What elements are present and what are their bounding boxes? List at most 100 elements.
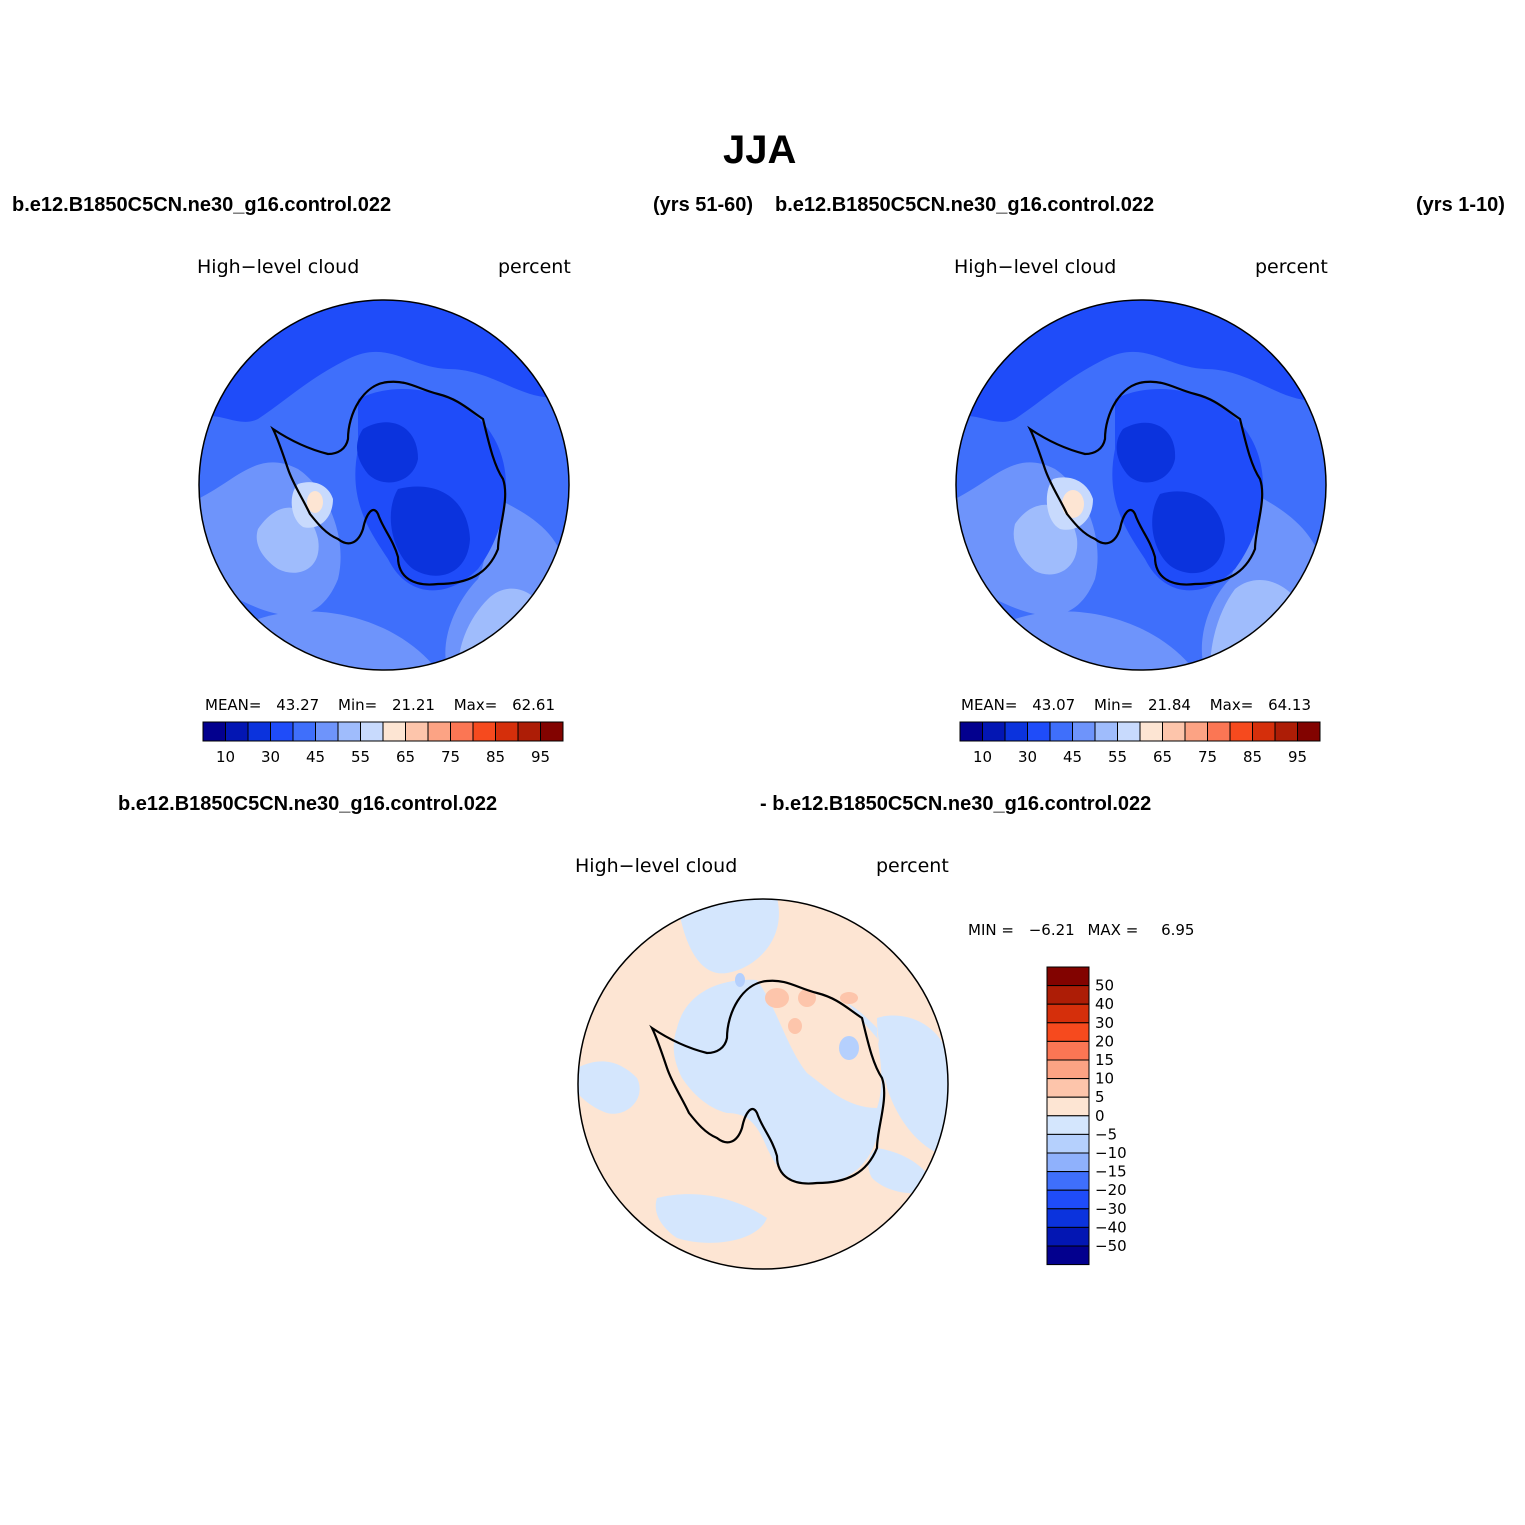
left-colorbar-tick-label: 75 (441, 748, 460, 766)
right-max-value: 64.13 (1268, 696, 1312, 714)
top-right-years: (yrs 1-10) (1416, 194, 1505, 216)
diff-colorbar-box (1046, 1003, 1090, 1024)
diff-colorbar-box (1046, 1152, 1090, 1173)
field-60-65-spot (1062, 490, 1084, 518)
right-colorbar-box (1162, 721, 1186, 742)
left-variable-label: High−level cloud (197, 256, 360, 278)
right-colorbar-box (1139, 721, 1163, 742)
field-neg10-neg5-spot-2 (735, 973, 745, 987)
right-colorbar-box (1072, 721, 1096, 742)
left-colorbar-tick-label: 85 (486, 748, 505, 766)
diff-colorbar-tick-label: 15 (1095, 1051, 1114, 1069)
right-mean-value: 43.07 (1032, 696, 1076, 714)
diff-colorbar-box (1046, 1226, 1090, 1247)
right-colorbar-box (1207, 721, 1231, 742)
left-colorbar-box (202, 721, 226, 742)
left-colorbar-box (360, 721, 384, 742)
right-colorbar-box (982, 721, 1006, 742)
left-colorbar-tick-label: 45 (306, 748, 325, 766)
left-colorbar-box (247, 721, 271, 742)
field-60-65-spot (307, 491, 323, 513)
left-colorbar-tick-label: 30 (261, 748, 280, 766)
field-20-30-north (356, 422, 418, 483)
left-max-label: Max= (453, 696, 498, 714)
right-colorbar-box (1184, 721, 1208, 742)
left-stats: MEAN= 43.27 Min= 21.21 Max= 62.61 (205, 696, 555, 714)
diff-max-value: 6.95 (1161, 921, 1195, 939)
diff-colorbar-tick-label: 10 (1095, 1070, 1114, 1088)
diff-colorbar-tick-label: −20 (1095, 1181, 1127, 1199)
right-colorbar-tick-label: 45 (1063, 748, 1082, 766)
right-colorbar-box (959, 721, 983, 742)
map-boundary (577, 898, 949, 1270)
left-colorbar-box (405, 721, 429, 742)
left-max-value: 62.61 (512, 696, 556, 714)
right-colorbar-tick-label: 65 (1153, 748, 1172, 766)
left-colorbar-box (382, 721, 406, 742)
left-colorbar-box (495, 721, 519, 742)
field-20-30-north (1116, 422, 1176, 483)
right-mean-label: MEAN= (961, 696, 1018, 714)
left-colorbar-box (292, 721, 316, 742)
right-min-label: Min= (1094, 696, 1134, 714)
diff-units-label: percent (876, 855, 949, 877)
diff-colorbar-box (1046, 1115, 1090, 1135)
right-colorbar-tick-label: 30 (1018, 748, 1037, 766)
diff-colorbar-box (1046, 966, 1090, 987)
field-35-40 (199, 300, 569, 422)
field-0-5-spot-4 (840, 992, 858, 1004)
bottom-case-a: b.e12.B1850C5CN.ne30_g16.control.022 (118, 793, 498, 815)
left-units-label: percent (498, 256, 571, 278)
right-stats: MEAN= 43.07 Min= 21.84 Max= 64.13 (961, 696, 1311, 714)
diff-colorbar-tick-label: −10 (1095, 1144, 1127, 1162)
diff-colorbar-box (1046, 1189, 1090, 1210)
left-colorbar-box (472, 721, 496, 742)
diff-min-value: −6.21 (1028, 921, 1075, 939)
diff-colorbar-tick-label: −50 (1095, 1237, 1127, 1255)
left-colorbar-tick-label: 55 (351, 748, 370, 766)
field-20-30-east (1152, 491, 1225, 574)
right-units-label: percent (1255, 256, 1328, 278)
left-colorbar-box (225, 721, 249, 742)
antarctica-coastline (1027, 380, 1264, 586)
left-colorbar-tick-label: 65 (396, 748, 415, 766)
left-colorbar: 10 30 45 55 65 75 85 95 (202, 721, 564, 766)
right-colorbar-box (1027, 721, 1051, 742)
diff-polar-map (577, 898, 949, 1270)
antarctica-coastline (649, 979, 886, 1185)
right-polar-map (955, 299, 1327, 671)
antarctica-coastline (270, 380, 507, 586)
diff-colorbar-box (1046, 1245, 1090, 1266)
top-left-case-name: b.e12.B1850C5CN.ne30_g16.control.022 (12, 194, 392, 216)
diff-colorbar-tick-label: 0 (1095, 1107, 1105, 1125)
left-min-label: Min= (338, 696, 378, 714)
left-colorbar-box (337, 721, 361, 742)
diff-colorbar-tick-label: 40 (1095, 995, 1114, 1013)
right-colorbar-box (1297, 721, 1321, 742)
left-mean-label: MEAN= (205, 696, 262, 714)
diff-colorbar-box (1046, 1208, 1090, 1228)
field-0-5-spot-1 (765, 988, 789, 1008)
left-colorbar-box (517, 721, 541, 742)
diff-colorbar-box (1046, 1171, 1090, 1191)
diff-colorbar-tick-label: 20 (1095, 1032, 1114, 1050)
right-colorbar-box (1252, 721, 1276, 742)
left-mean-value: 43.27 (276, 696, 320, 714)
right-colorbar-box (1117, 721, 1141, 742)
diff-max-label: MAX = (1087, 921, 1139, 939)
left-colorbar-tick-label: 10 (216, 748, 235, 766)
diff-colorbar-box (1046, 1040, 1090, 1061)
diff-colorbar-tick-label: −30 (1095, 1200, 1127, 1218)
field-0-5-spot-3 (788, 1018, 802, 1034)
diff-colorbar-box (1046, 1059, 1090, 1080)
field-neg5-0-north (677, 899, 779, 974)
diff-min-label: MIN = (968, 921, 1014, 939)
diff-colorbar-tick-label: −40 (1095, 1218, 1127, 1236)
left-colorbar-tick-label: 95 (531, 748, 550, 766)
left-colorbar-box (450, 721, 474, 742)
field-35-40 (956, 300, 1326, 422)
field-neg5-0-east (877, 1015, 948, 1158)
right-variable-label: High−level cloud (954, 256, 1117, 278)
page-title: JJA (723, 128, 797, 172)
